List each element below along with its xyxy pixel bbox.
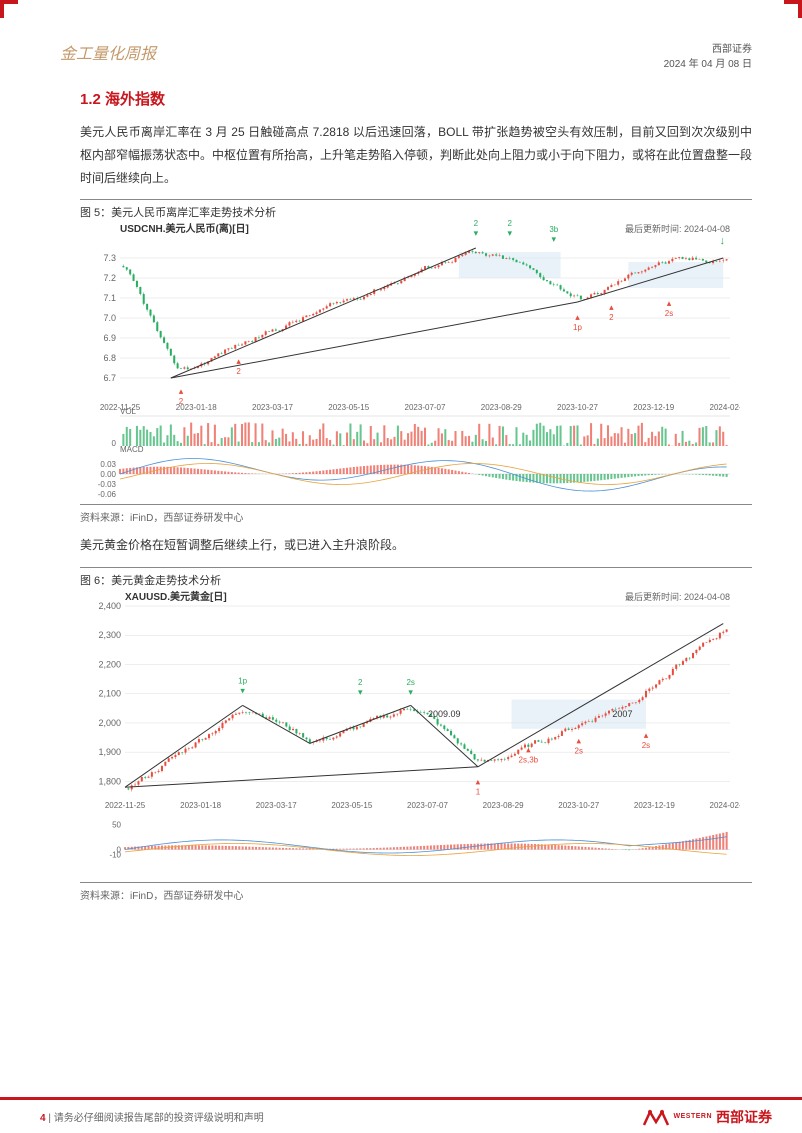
svg-text:2s: 2s — [406, 678, 414, 687]
fig5-caption: 图 5：美元人民币离岸汇率走势技术分析 — [80, 199, 752, 220]
svg-text:2023-08-29: 2023-08-29 — [481, 403, 522, 412]
svg-text:最后更新时间: 2024-04-08: 最后更新时间: 2024-04-08 — [625, 591, 730, 602]
svg-text:▾: ▾ — [358, 687, 363, 697]
header-company: 西部证券 — [664, 40, 752, 55]
page-number: 4 — [40, 1113, 46, 1124]
svg-text:2s,3b: 2s,3b — [519, 756, 539, 765]
svg-text:-10: -10 — [109, 851, 121, 860]
fig6-source: 资料来源：iFinD，西部证券研发中心 — [80, 882, 752, 902]
svg-text:▾: ▾ — [408, 687, 413, 697]
svg-text:2023-10-27: 2023-10-27 — [558, 801, 599, 810]
svg-text:2,100: 2,100 — [98, 689, 121, 699]
svg-text:1p: 1p — [238, 677, 247, 686]
fig6-chart: XAUUSD.美元黄金[日] 最后更新时间: 2024-04-08 1,800 1,9… — [80, 588, 752, 878]
svg-text:0: 0 — [112, 439, 117, 448]
svg-text:6.9: 6.9 — [103, 333, 116, 343]
svg-text:0.03: 0.03 — [100, 460, 116, 469]
svg-text:2: 2 — [507, 220, 512, 228]
svg-text:2023-07-07: 2023-07-07 — [405, 403, 446, 412]
svg-text:2024-02-19: 2024-02-19 — [710, 801, 740, 810]
svg-text:XAUUSD.美元黄金[日]: XAUUSD.美元黄金[日] — [125, 590, 227, 603]
svg-text:▴: ▴ — [644, 730, 649, 740]
svg-text:▴: ▴ — [236, 356, 241, 366]
footer-disclaimer: 请务必仔细阅读报告尾部的投资评级说明和声明 — [54, 1113, 264, 1124]
fig5-chart: USDCNH.美元人民币(离)[日] 最后更新时间: 2024-04-08↓ 6.7… — [80, 220, 752, 500]
svg-text:7.0: 7.0 — [103, 313, 116, 323]
svg-text:2,200: 2,200 — [98, 660, 121, 670]
svg-text:2: 2 — [474, 220, 479, 228]
svg-text:2s: 2s — [642, 741, 650, 750]
svg-text:2023-01-18: 2023-01-18 — [180, 801, 221, 810]
logo-cn: 西部证券 — [716, 1107, 772, 1127]
svg-text:2007: 2007 — [612, 709, 632, 719]
svg-text:▴: ▴ — [609, 302, 614, 312]
svg-text:▴: ▴ — [179, 386, 184, 396]
svg-text:1: 1 — [476, 788, 481, 797]
svg-text:6.7: 6.7 — [103, 373, 116, 383]
svg-text:2022-11-25: 2022-11-25 — [105, 801, 146, 810]
svg-text:USDCNH.美元人民币(离)[日]: USDCNH.美元人民币(离)[日] — [120, 222, 249, 235]
svg-text:3b: 3b — [549, 225, 558, 234]
svg-text:-0.06: -0.06 — [98, 490, 117, 499]
svg-text:2023-08-29: 2023-08-29 — [483, 801, 524, 810]
svg-text:7.1: 7.1 — [103, 293, 116, 303]
svg-text:MACD: MACD — [120, 445, 144, 454]
svg-text:VOL: VOL — [120, 407, 137, 416]
svg-text:7.3: 7.3 — [103, 253, 116, 263]
svg-text:最后更新时间: 2024-04-08: 最后更新时间: 2024-04-08 — [625, 223, 730, 234]
svg-text:1,800: 1,800 — [98, 777, 121, 787]
svg-text:▴: ▴ — [576, 736, 581, 746]
svg-text:▴: ▴ — [667, 298, 672, 308]
svg-text:↓: ↓ — [720, 235, 726, 247]
svg-text:2023-07-07: 2023-07-07 — [407, 801, 448, 810]
paragraph-1: 美元人民币离岸汇率在 3 月 25 日触碰高点 7.2818 以后迅速回落，BO… — [80, 121, 752, 189]
svg-text:50: 50 — [112, 821, 121, 830]
fig6-caption: 图 6：美元黄金走势技术分析 — [80, 567, 752, 588]
fig5-source: 资料来源：iFinD，西部证券研发中心 — [80, 504, 752, 524]
logo: WESTERN 西部证券 — [642, 1107, 773, 1127]
svg-text:-0.03: -0.03 — [98, 480, 117, 489]
svg-text:2009.09: 2009.09 — [428, 709, 461, 719]
svg-text:2: 2 — [236, 367, 241, 376]
section-title: 1.2 海外指数 — [80, 88, 752, 109]
svg-text:2,300: 2,300 — [98, 630, 121, 640]
svg-text:▾: ▾ — [240, 686, 245, 696]
svg-text:2: 2 — [358, 678, 363, 687]
svg-text:1p: 1p — [573, 323, 582, 332]
svg-text:2: 2 — [609, 313, 614, 322]
svg-text:2023-01-18: 2023-01-18 — [176, 403, 217, 412]
svg-text:▾: ▾ — [507, 228, 512, 238]
svg-text:2023-03-17: 2023-03-17 — [252, 403, 293, 412]
svg-text:2023-05-15: 2023-05-15 — [328, 403, 369, 412]
svg-text:2023-12-19: 2023-12-19 — [633, 403, 674, 412]
svg-text:2023-05-15: 2023-05-15 — [331, 801, 372, 810]
header-date: 2024 年 04 月 08 日 — [664, 55, 752, 70]
svg-text:▴: ▴ — [575, 312, 580, 322]
logo-en: WESTERN — [674, 1113, 713, 1120]
svg-text:2s: 2s — [665, 309, 673, 318]
footer-text: 4 | 请务必仔细阅读报告尾部的投资评级说明和声明 — [40, 1109, 264, 1124]
svg-text:▴: ▴ — [526, 745, 531, 755]
svg-text:2023-03-17: 2023-03-17 — [256, 801, 297, 810]
svg-text:2023-10-27: 2023-10-27 — [557, 403, 598, 412]
header-right: 西部证券 2024 年 04 月 08 日 — [664, 40, 752, 70]
svg-text:7.2: 7.2 — [103, 273, 116, 283]
svg-text:2s: 2s — [575, 747, 583, 756]
svg-text:2024-02-19: 2024-02-19 — [710, 403, 740, 412]
svg-text:2,400: 2,400 — [98, 601, 121, 611]
svg-text:6.8: 6.8 — [103, 353, 116, 363]
header-left: 金工量化周报 — [60, 40, 156, 64]
svg-text:▾: ▾ — [552, 234, 557, 244]
paragraph-2: 美元黄金价格在短暂调整后继续上行，或已进入主升浪阶段。 — [80, 534, 752, 557]
svg-text:▾: ▾ — [474, 228, 479, 238]
svg-text:1,900: 1,900 — [98, 747, 121, 757]
svg-text:2,000: 2,000 — [98, 718, 121, 728]
svg-text:▴: ▴ — [476, 777, 481, 787]
svg-text:2023-12-19: 2023-12-19 — [634, 801, 675, 810]
svg-text:0.00: 0.00 — [100, 470, 116, 479]
